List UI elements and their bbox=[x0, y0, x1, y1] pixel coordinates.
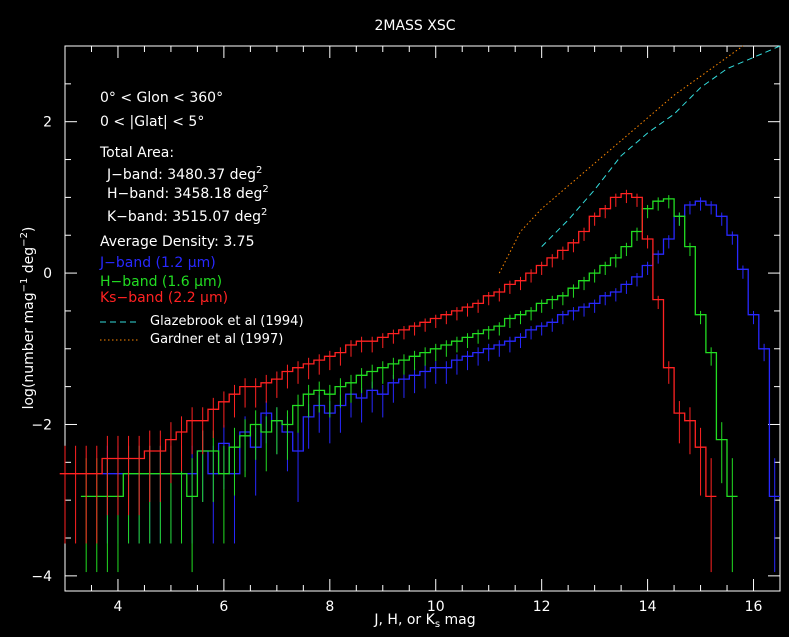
j-band-area: J−band: 3480.37 deg2 bbox=[106, 165, 262, 183]
series-3-line bbox=[541, 45, 781, 247]
x-tick-label: 16 bbox=[745, 599, 763, 615]
y-tick-label: −4 bbox=[31, 569, 52, 585]
y-tick-label: 2 bbox=[43, 115, 52, 131]
legend: J−band (1.2 μm) H−band (1.6 μm) Ks−band … bbox=[99, 255, 304, 347]
x-axis: 4 6 8 10 12 14 16 bbox=[64, 46, 781, 615]
y-axis: −4 −2 0 2 bbox=[31, 45, 780, 585]
legend-label-glazebrook: Glazebrook et al (1994) bbox=[150, 314, 304, 329]
glat-range: 0 < |Glat| < 5° bbox=[100, 114, 204, 130]
x-tick-label: 8 bbox=[325, 599, 334, 615]
glon-range: 0° < Glon < 360° bbox=[100, 90, 223, 106]
series-0-histogram bbox=[102, 200, 780, 498]
h-band-area: H−band: 3458.18 deg2 bbox=[107, 184, 269, 202]
legend-label-h-band: H−band (1.6 μm) bbox=[100, 274, 222, 290]
legend-label-ks-band: Ks−band (2.2 μm) bbox=[100, 290, 228, 306]
total-area-heading: Total Area: bbox=[99, 145, 174, 161]
x-tick-label: 12 bbox=[533, 599, 551, 615]
chart-title: 2MASS XSC bbox=[374, 18, 455, 34]
x-tick-label: 10 bbox=[427, 599, 445, 615]
k-band-area: K−band: 3515.07 deg2 bbox=[107, 207, 267, 225]
x-axis-label-subscript: s bbox=[435, 619, 440, 630]
y-tick-label: 0 bbox=[43, 266, 52, 282]
average-density: Average Density: 3.75 bbox=[100, 234, 255, 250]
legend-label-j-band: J−band (1.2 μm) bbox=[99, 255, 216, 271]
series-layer bbox=[59, 45, 781, 573]
legend-label-gardner: Gardner et al (1997) bbox=[150, 332, 283, 347]
x-axis-label: J, H, or Ks mag bbox=[373, 612, 475, 630]
y-axis-label: log(number mag−1 deg−2) bbox=[19, 227, 37, 410]
x-tick-label: 14 bbox=[639, 599, 657, 615]
y-tick-label: −2 bbox=[31, 417, 52, 433]
series-1-histogram bbox=[80, 198, 738, 498]
x-tick-label: 6 bbox=[219, 599, 228, 615]
plot-frame bbox=[64, 45, 781, 592]
annotation-block: 0° < Glon < 360° 0 < |Glat| < 5° Total A… bbox=[99, 90, 269, 250]
x-tick-label: 4 bbox=[114, 599, 123, 615]
